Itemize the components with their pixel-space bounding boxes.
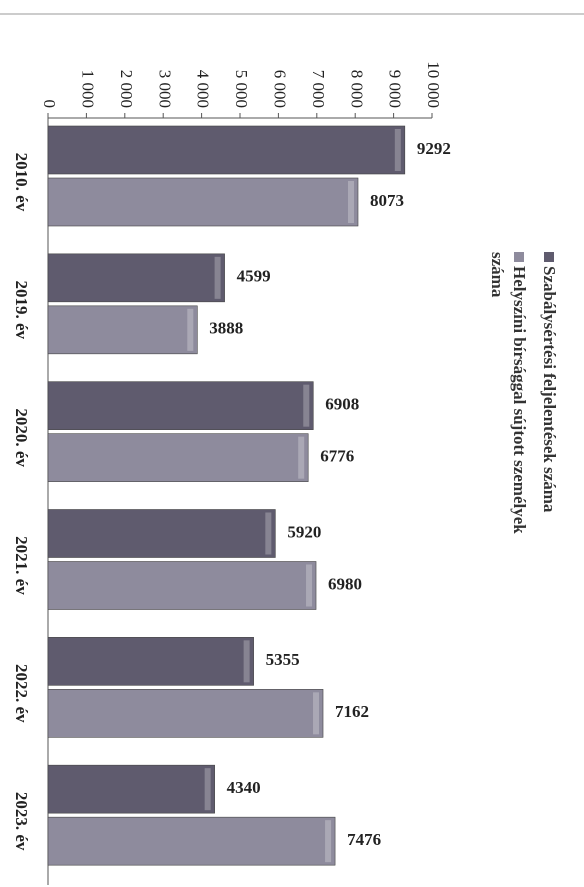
category-label: 2019. év <box>12 280 31 339</box>
bar <box>47 764 215 814</box>
bar-shine <box>303 384 310 427</box>
data-label: 7476 <box>347 830 381 849</box>
x-tick-label: 3 000 <box>155 70 174 108</box>
bar <box>47 381 314 430</box>
category-label: 2010. év <box>12 153 31 212</box>
bar-shine <box>325 820 332 863</box>
legend-swatch <box>544 252 554 262</box>
bar <box>47 816 336 866</box>
bar-shine <box>187 308 194 351</box>
x-tick-label: 8 000 <box>347 70 366 108</box>
data-label: 6980 <box>328 574 362 593</box>
data-label: 6776 <box>320 447 354 466</box>
bar <box>47 637 254 686</box>
data-label: 4599 <box>237 267 271 286</box>
bar-shine <box>394 129 401 171</box>
data-label: 5355 <box>266 650 300 669</box>
data-label: 7162 <box>335 702 369 721</box>
category-label: 2022. év <box>12 664 31 723</box>
bar <box>47 305 198 355</box>
data-label: 4340 <box>227 778 261 797</box>
bar <box>47 561 317 610</box>
bar <box>47 689 324 738</box>
legend-entry: Szabálysértési feljelentések száma <box>538 252 560 582</box>
data-label: 5920 <box>287 522 321 541</box>
bar-shine <box>204 768 211 811</box>
x-tick-label: 4 000 <box>194 70 213 108</box>
bar-shine <box>265 512 272 555</box>
category-label: 2023. év <box>12 792 31 851</box>
bar-shine <box>298 436 305 479</box>
bar-shine <box>214 256 221 299</box>
bar-shine <box>313 692 320 735</box>
x-tick-label: 2 000 <box>117 70 136 108</box>
category-label: 2020. év <box>12 408 31 467</box>
bar <box>47 177 359 227</box>
bar <box>47 253 225 303</box>
legend-entry: Helyszíni bírsággal sújtott személyek sz… <box>486 252 530 582</box>
bar-shine <box>243 640 250 683</box>
data-label: 6908 <box>325 395 359 414</box>
data-label: 8073 <box>370 191 404 210</box>
bar-shine <box>348 181 355 223</box>
data-label: 3888 <box>209 319 243 338</box>
category-label: 2021. év <box>12 536 31 595</box>
bar <box>47 125 406 175</box>
bar <box>47 509 276 558</box>
bar-shine <box>306 564 313 607</box>
x-tick-label: 0 <box>40 100 59 109</box>
x-tick-label: 7 000 <box>309 70 328 108</box>
legend-label: Helyszíni bírsággal sújtott személyek sz… <box>488 252 529 534</box>
x-tick-label: 5 000 <box>232 70 251 108</box>
legend-label: Szabálysértési feljelentések száma <box>540 266 559 513</box>
bar <box>47 433 309 482</box>
x-tick-label: 10 000 <box>424 61 443 108</box>
data-label: 9292 <box>417 139 451 158</box>
x-tick-label: 6 000 <box>270 70 289 108</box>
x-tick-label: 9 000 <box>386 70 405 108</box>
x-tick-label: 1 000 <box>78 70 97 108</box>
legend-swatch <box>514 252 524 262</box>
